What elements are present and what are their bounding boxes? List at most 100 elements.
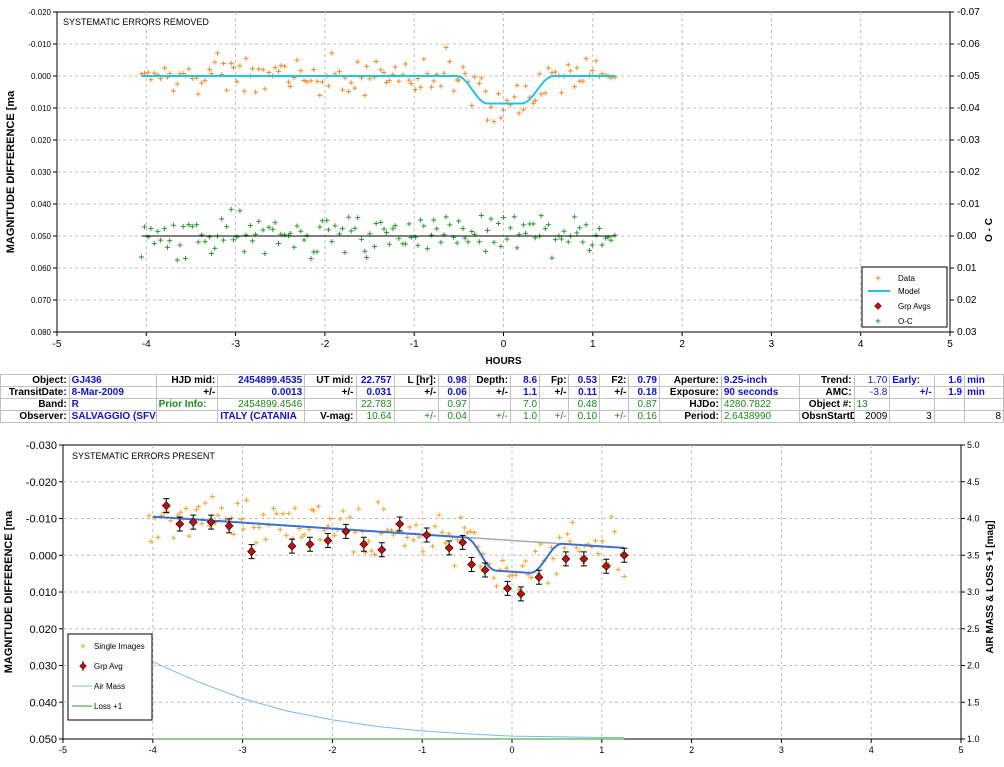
oc-point [304,232,310,238]
oc-point [465,239,471,245]
info-cell: Object: [0,374,70,387]
single-image-point [567,538,573,544]
info-cell [468,398,512,411]
oc-point [373,220,379,226]
single-image-point [416,534,422,540]
data-point [224,87,230,93]
single-image-point [538,541,544,547]
single-image-point [366,538,372,544]
info-cell: Early: [889,374,935,387]
info-cell: 0.031 [355,386,395,399]
oc-point [476,239,482,245]
legend-label-airmass: Air Mass [94,682,125,691]
data-point [329,50,335,56]
single-image-point [155,534,161,540]
oc-point [237,208,243,214]
oc-point [514,245,520,251]
info-cell [889,398,935,411]
data-point [593,58,599,64]
x-tick-label: -4 [149,745,157,755]
legend-label-oc: O-C [898,317,913,326]
oc-point [282,232,288,238]
oc-point [202,239,208,245]
single-image-point [432,523,438,529]
y-tick-label: -0.020 [26,477,57,489]
oc-point [381,226,387,232]
info-cell: 0.0013 [217,386,306,399]
info-cell: +/- [393,410,440,423]
info-cell: 2009 [853,410,891,423]
data-point [145,69,151,75]
oc-point [558,236,564,242]
y2-tick-label: 4.0 [967,514,980,524]
data-point [278,63,284,69]
info-cell: Depth: [468,374,512,387]
single-image-point [178,509,184,515]
oc-point [507,225,513,231]
info-cell: 0.98 [438,374,470,387]
data-point [472,74,478,80]
data-point [282,63,288,69]
oc-point [443,214,449,220]
data-point [287,84,293,90]
grp-avg-point [341,526,351,536]
data-point [392,64,398,70]
single-image-point [251,525,257,531]
y-tick-label: 0.000 [31,72,52,81]
x-tick-label: -2 [328,745,336,755]
data-point [148,77,154,83]
single-image-point [301,532,307,538]
single-image-point [381,506,387,512]
data-point [237,63,243,69]
info-cell: +/- [539,410,570,423]
y2-tick-label: 3.5 [967,550,980,560]
info-cell: AMC: [798,386,855,399]
info-cell: 10.64 [355,410,395,423]
single-image-point [183,505,189,511]
info-cell: 90 seconds [720,386,800,399]
data-point [378,67,384,73]
info-cell: HJD mid: [155,374,219,387]
oc-point [195,239,201,245]
data-point [451,88,457,94]
data-point [406,77,412,83]
grp-avg-point [359,539,369,549]
grp-avg-point [467,560,477,569]
data-point [462,70,468,76]
oc-point [504,236,510,242]
y-tick-label: 0.070 [31,296,52,305]
info-cell: 13 [853,398,891,411]
oc-point [294,223,300,229]
oc-point [324,217,330,223]
data-point [301,77,307,83]
data-point [276,68,282,74]
oc-point [538,213,544,219]
y-tick-label: 0.020 [29,624,57,636]
data-point [504,97,510,103]
info-cell: 0.11 [568,386,601,399]
single-image-point [171,535,177,541]
data-point [326,83,332,89]
data-point [567,68,573,74]
info-cell: 22.783 [355,398,395,411]
single-image-point [231,531,237,537]
oc-point [266,224,272,230]
info-cell: +/- [468,386,512,399]
oc-point [424,246,430,252]
single-image-point [461,525,467,531]
oc-point [162,226,168,232]
data-point [469,103,475,109]
info-cell: F2: [599,374,630,387]
info-cell: Exposure: [658,386,722,399]
x-tick-label: 4 [869,745,874,755]
y-tick-label: 0.010 [29,587,57,599]
info-cell [393,398,440,411]
single-image-point [410,537,416,543]
info-cell [599,398,630,411]
data-point [215,50,221,56]
info-cell: 22.757 [355,374,395,387]
x-tick-label: -4 [142,339,151,350]
info-cell [539,398,570,411]
single-image-point [284,532,290,538]
oc-point [402,241,408,247]
